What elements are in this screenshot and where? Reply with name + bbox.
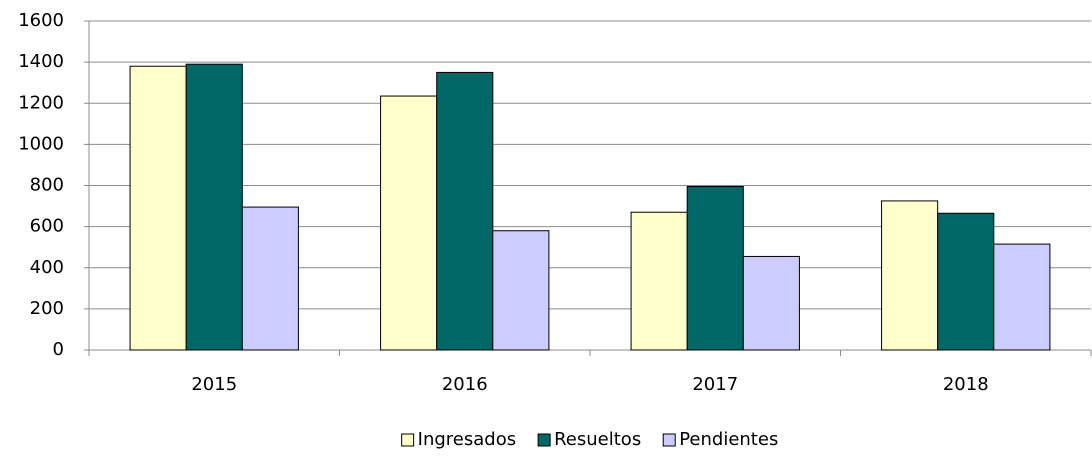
bar xyxy=(492,230,550,351)
y-tick-label: 600 xyxy=(30,216,64,237)
legend-swatch xyxy=(401,433,415,447)
bar xyxy=(630,211,688,351)
y-tick-label: 400 xyxy=(30,257,64,278)
x-tick-label: 2017 xyxy=(692,374,738,395)
legend-label: Pendientes xyxy=(679,429,778,450)
bar xyxy=(993,243,1051,351)
x-tick-label: 2018 xyxy=(943,374,989,395)
bar xyxy=(380,95,438,351)
bar xyxy=(129,65,187,351)
legend-swatch xyxy=(662,433,676,447)
y-tick-label: 200 xyxy=(30,298,64,319)
y-tick-label: 1000 xyxy=(18,133,64,154)
legend-swatch xyxy=(537,433,551,447)
bar xyxy=(686,186,744,351)
y-tick-label: 1400 xyxy=(18,51,64,72)
x-tick-label: 2016 xyxy=(442,374,488,395)
bar xyxy=(241,206,299,351)
bar xyxy=(881,200,939,351)
bar xyxy=(937,212,995,351)
y-tick-label: 1600 xyxy=(18,10,64,31)
y-tick-label: 0 xyxy=(53,339,64,360)
bar xyxy=(436,71,494,351)
bar xyxy=(742,255,800,351)
legend-label: Resueltos xyxy=(554,429,641,450)
legend-label: Ingresados xyxy=(418,429,516,450)
bar xyxy=(185,63,243,351)
x-tick-label: 2015 xyxy=(191,374,237,395)
y-tick-label: 1200 xyxy=(18,92,64,113)
y-tick-label: 800 xyxy=(30,175,64,196)
